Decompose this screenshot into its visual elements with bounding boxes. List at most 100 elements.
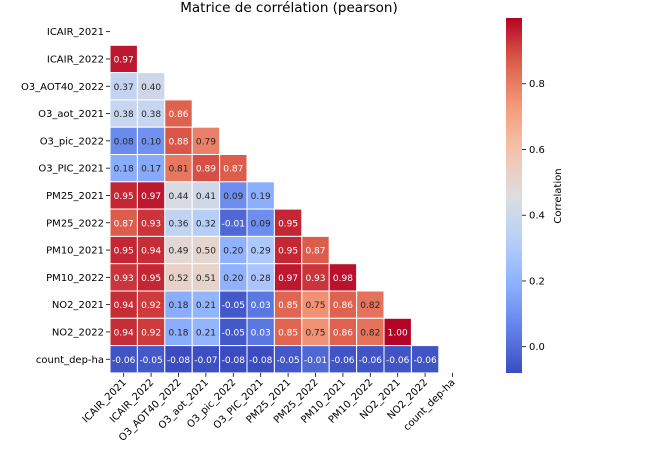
cell-value-label: 0.86 xyxy=(333,301,353,311)
cell-value-label: 0.95 xyxy=(278,247,298,257)
colorbar-tick-label: 0.4 xyxy=(529,211,545,222)
heatmap-cell xyxy=(191,126,221,155)
heatmap-cell xyxy=(164,99,193,128)
heatmap-cell xyxy=(136,154,166,183)
cell-value-label: -0.05 xyxy=(139,356,162,366)
cell-value-label: 0.87 xyxy=(305,247,325,257)
cell-value-label: 0.36 xyxy=(168,219,188,229)
y-tick-label: PM25_2021 xyxy=(46,191,104,202)
cell-value-label: 0.21 xyxy=(196,328,216,338)
y-tick-label: NO2_2022 xyxy=(52,327,104,338)
heatmap-cell xyxy=(301,345,330,374)
y-tick-label: PM10_2022 xyxy=(46,273,104,284)
y-tick-label: O3_AOT40_2022 xyxy=(21,82,104,93)
cell-value-label: -0.01 xyxy=(222,219,245,229)
y-tick-label: O3_PIC_2021 xyxy=(38,164,104,175)
cell-value-label: 0.49 xyxy=(168,247,188,257)
colorbar-tick-label: 0.2 xyxy=(529,276,545,287)
cell-value-label: 0.95 xyxy=(114,247,134,257)
cell-value-label: 0.32 xyxy=(196,219,216,229)
cell-value-label: 0.97 xyxy=(278,274,298,284)
cell-value-label: -0.08 xyxy=(222,356,246,366)
cell-value-label: 0.75 xyxy=(305,301,325,311)
heatmap-cell xyxy=(136,126,166,155)
cell-value-label: 0.79 xyxy=(196,137,216,147)
heatmap-cell xyxy=(191,181,221,210)
cell-value-label: -0.08 xyxy=(167,356,191,366)
cell-value-label: 0.95 xyxy=(114,192,134,202)
heatmap-cell xyxy=(246,208,275,237)
cell-value-label: 0.20 xyxy=(223,274,243,284)
heatmap-cell xyxy=(109,263,138,292)
cell-value-label: 0.50 xyxy=(196,247,216,257)
heatmap-cell xyxy=(246,345,275,374)
heatmap-cell xyxy=(328,290,358,319)
heatmap-cell xyxy=(246,263,275,292)
cell-value-label: 0.94 xyxy=(114,328,134,338)
cell-value-label: 0.17 xyxy=(141,165,161,175)
cell-value-label: 0.95 xyxy=(278,219,298,229)
heatmap-cell xyxy=(191,317,221,347)
y-axis-labels: ICAIR_2021 ICAIR_2022 O3_AOT40_2022 O3_aot_… xyxy=(21,27,110,366)
cell-value-label: -0.05 xyxy=(222,301,245,311)
cell-value-label: 0.82 xyxy=(360,328,380,338)
heatmap-cell xyxy=(301,290,330,319)
cell-value-label: 0.87 xyxy=(223,165,243,175)
cell-value-label: -0.06 xyxy=(413,356,437,366)
cell-value-label: -0.06 xyxy=(331,356,355,366)
cell-value-label: -0.06 xyxy=(112,356,136,366)
cell-value-label: 0.85 xyxy=(278,301,298,311)
heatmap-cell xyxy=(164,235,193,265)
heatmap-cell xyxy=(191,290,221,319)
y-tick-label: count_dep-ha xyxy=(36,355,104,366)
cell-value-label: 0.52 xyxy=(168,274,188,284)
heatmap-cell xyxy=(219,290,248,319)
heatmap-cell xyxy=(109,290,138,319)
heatmap-cell xyxy=(109,345,138,374)
heatmap-cell xyxy=(136,181,166,210)
cell-value-label: 0.95 xyxy=(141,274,161,284)
cell-value-label: 0.93 xyxy=(305,274,325,284)
cell-value-label: 0.93 xyxy=(141,219,161,229)
y-tick-label: NO2_2021 xyxy=(52,300,104,311)
cell-value-label: 0.18 xyxy=(114,165,134,175)
cell-value-label: 0.51 xyxy=(196,274,216,284)
cell-value-label: 0.86 xyxy=(168,110,188,120)
cell-value-label: -0.05 xyxy=(276,356,299,366)
cell-value-label: 0.94 xyxy=(141,247,161,257)
cell-value-label: 0.03 xyxy=(251,301,271,311)
cell-value-label: 0.38 xyxy=(141,110,161,120)
cell-value-label: 0.09 xyxy=(223,192,243,202)
cell-value-label: 0.09 xyxy=(251,219,271,229)
cell-value-label: 0.82 xyxy=(360,301,380,311)
heatmap-cell xyxy=(164,290,193,319)
cell-value-label: 0.98 xyxy=(333,274,353,284)
cell-value-label: 0.10 xyxy=(141,137,161,147)
cell-value-label: 0.81 xyxy=(168,165,188,175)
cell-value-label: 0.92 xyxy=(141,328,161,338)
cell-value-label: 0.20 xyxy=(223,247,243,257)
cell-value-label: 0.03 xyxy=(251,328,271,338)
heatmap-cell xyxy=(109,317,138,347)
cell-value-label: 0.21 xyxy=(196,301,216,311)
heatmap-cell xyxy=(301,235,330,265)
heatmap-cell xyxy=(328,263,358,292)
heatmap-cell xyxy=(246,290,275,319)
cell-value-label: 0.92 xyxy=(141,301,161,311)
heatmap-cell xyxy=(273,345,303,374)
y-tick-label: O3_pic_2022 xyxy=(40,136,104,147)
heatmap-cell xyxy=(246,317,275,347)
colorbar-ticks: 0.0 0.2 0.4 0.6 0.8 xyxy=(522,79,545,353)
cell-value-label: -0.01 xyxy=(304,356,327,366)
cell-value-label: 0.93 xyxy=(114,274,134,284)
cell-value-label: 0.18 xyxy=(168,301,188,311)
cell-value-label: 0.86 xyxy=(333,328,353,338)
cell-value-label: 0.38 xyxy=(114,110,134,120)
cell-value-label: 0.97 xyxy=(114,55,134,65)
cell-value-label: 0.08 xyxy=(114,137,134,147)
heatmap-cell xyxy=(383,345,412,374)
heatmap-cell xyxy=(328,345,358,374)
y-tick-label: ICAIR_2021 xyxy=(47,27,104,38)
y-tick-label: O3_aot_2021 xyxy=(38,109,104,120)
cell-value-label: 0.28 xyxy=(251,274,271,284)
